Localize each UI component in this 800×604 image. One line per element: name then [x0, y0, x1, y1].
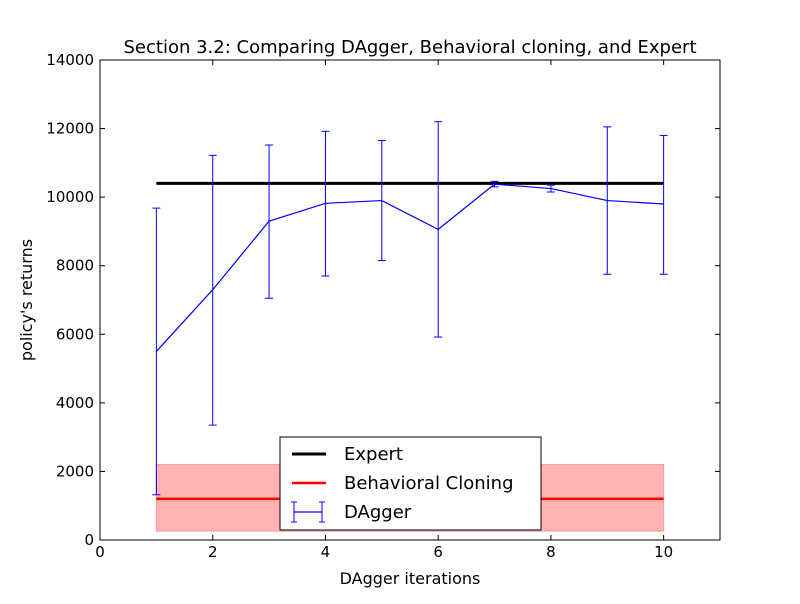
x-tick-label: 2	[208, 543, 218, 561]
x-tick-label: 0	[95, 543, 105, 561]
y-tick-label: 10000	[46, 188, 94, 206]
x-tick-label: 8	[546, 543, 556, 561]
x-axis-label: DAgger iterations	[340, 569, 481, 588]
legend-label: Behavioral Cloning	[344, 473, 514, 494]
y-axis-label: policy's returns	[17, 239, 36, 361]
plot-frame	[99, 59, 721, 541]
y-tick-label: 2000	[56, 462, 94, 480]
y-tick-label: 4000	[56, 394, 94, 412]
y-tick-label: 8000	[56, 257, 94, 275]
legend-label: Expert	[344, 444, 403, 465]
chart-title: Section 3.2: Comparing DAgger, Behaviora…	[123, 37, 696, 58]
axis-layer: 0 2 4 6 8 10 0 2000 4000 6000 8000 10000 12000 14000	[46, 51, 720, 561]
x-tick-label: 10	[654, 543, 673, 561]
dagger-line	[155, 183, 664, 352]
legend: Expert Behavioral Cloning DAgger	[279, 436, 542, 531]
y-tick-label: 0	[84, 531, 94, 549]
legend-label: DAgger	[344, 502, 412, 523]
y-tick-label: 14000	[46, 51, 94, 69]
x-tick-label: 6	[433, 543, 443, 561]
x-tick-label: 4	[321, 543, 331, 561]
y-tick-label: 12000	[46, 120, 94, 138]
y-tick-label: 6000	[56, 325, 94, 343]
